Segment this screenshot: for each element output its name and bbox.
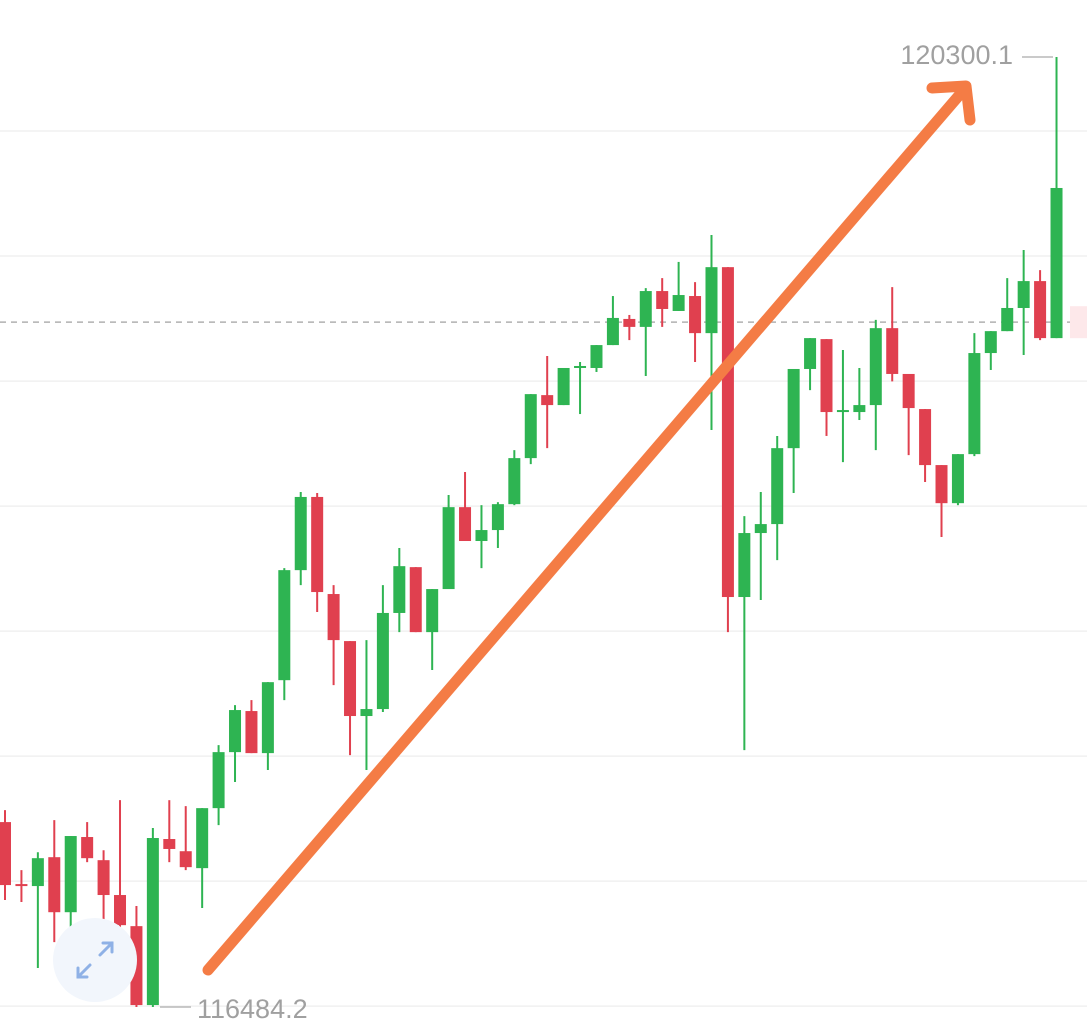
candle-body (212, 752, 225, 809)
candle-body (574, 365, 587, 368)
candle-body (771, 448, 784, 525)
candle-body (81, 837, 94, 859)
candle-body (1034, 281, 1047, 339)
candle-body (919, 409, 932, 466)
candle-body (804, 338, 817, 369)
candle-body (442, 507, 455, 590)
candle-body (541, 395, 554, 406)
candle-body (146, 838, 159, 1006)
candle-body (672, 295, 685, 311)
trend-arrow (202, 86, 968, 976)
candle-body (557, 367, 570, 406)
min-price-label: 116484.2 (197, 994, 308, 1024)
candle-body (935, 465, 948, 504)
candle-body (114, 895, 127, 926)
candle-body (623, 318, 636, 327)
candle-body (968, 353, 981, 455)
current-price-tag (1070, 306, 1087, 339)
candle-body (508, 458, 521, 505)
candle-body (1050, 187, 1063, 339)
candle-body (491, 504, 504, 531)
expand-button[interactable] (53, 918, 137, 1002)
candle-body (31, 858, 44, 887)
candle-body (902, 373, 915, 409)
candle-body (705, 267, 718, 334)
candle-body (590, 345, 603, 368)
candle-body (311, 496, 324, 593)
candle-body (475, 530, 488, 542)
candle-body (278, 570, 291, 681)
candle-body (869, 328, 882, 406)
candle-body (721, 267, 734, 598)
candle-body (48, 857, 61, 913)
candle-body (245, 711, 258, 754)
candle-body (1001, 307, 1014, 332)
candle-body (360, 709, 373, 717)
candle-body (886, 328, 899, 374)
candle-body (426, 589, 439, 633)
candle-body (15, 884, 28, 887)
grid (0, 130, 1087, 1007)
candle-body (163, 839, 176, 849)
candle-body (639, 291, 652, 327)
candle-body (0, 822, 11, 886)
candle-body (853, 405, 866, 413)
candle-body (738, 533, 751, 598)
candle-body (459, 507, 472, 542)
candle-body (984, 331, 997, 354)
candle-body (196, 808, 209, 869)
candle-body (64, 836, 77, 913)
arrow-head (926, 80, 976, 126)
max-price-label: 120300.1 (900, 40, 1013, 70)
candle-body (327, 594, 340, 641)
candle-body (787, 368, 800, 449)
expand-icon (76, 941, 114, 979)
candle-body (179, 851, 192, 868)
candle-body (344, 641, 357, 717)
candle-body (820, 339, 833, 413)
candle-body (1017, 281, 1030, 308)
candle-body (689, 296, 702, 334)
candle-body (97, 860, 110, 896)
candle-body (656, 291, 669, 309)
candle-body (261, 682, 274, 754)
candle-body (393, 566, 406, 613)
candle-body (376, 612, 389, 710)
candle-body (836, 410, 849, 413)
candles (0, 57, 1063, 1008)
candle-body (606, 317, 619, 346)
candle-body (229, 710, 242, 753)
candle-body (409, 567, 422, 633)
candle-body (294, 496, 307, 571)
candle-body (754, 524, 767, 534)
candle-body (951, 454, 964, 504)
candle-body (524, 394, 537, 459)
